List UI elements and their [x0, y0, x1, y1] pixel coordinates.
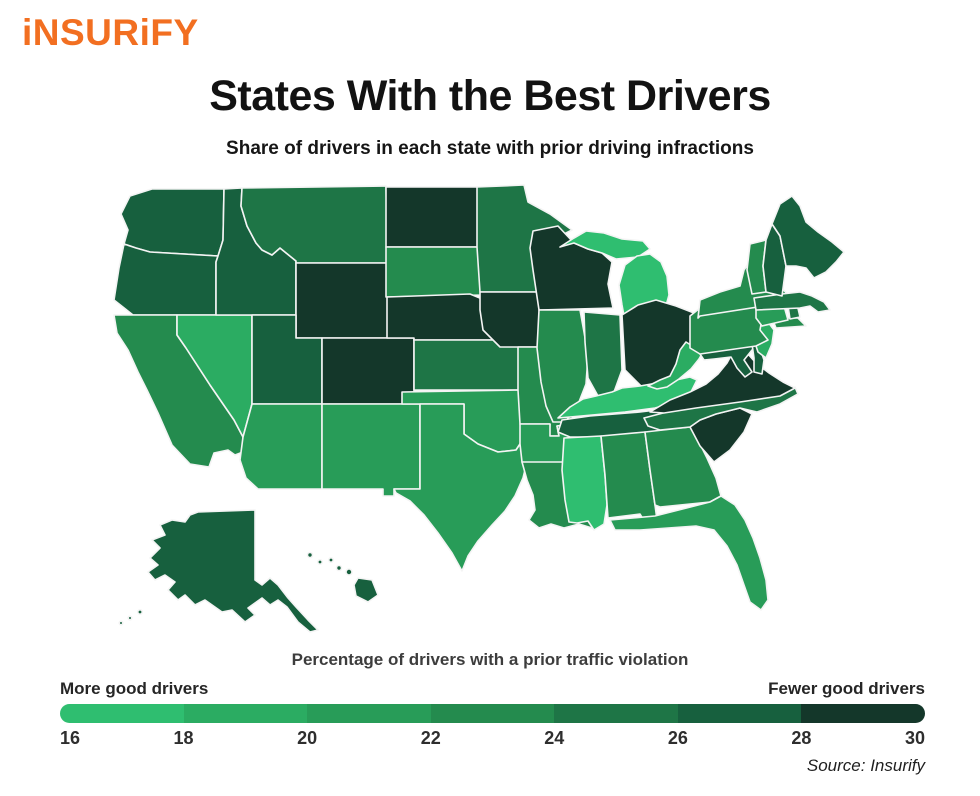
- state-mi: Michigan — 17%: [559, 230, 651, 260]
- state-hi-island: [327, 556, 334, 563]
- state-nm: New Mexico — 21%: [321, 403, 421, 497]
- colorbar-tick-20: 20: [297, 728, 318, 748]
- state-ak-island: [127, 615, 133, 621]
- state-hi: Hawaii — 27%: [353, 577, 379, 603]
- colorbar-segment-3: [430, 704, 555, 723]
- state-hi-island: [316, 558, 323, 565]
- state-ak-island: [137, 608, 144, 615]
- state-in: Indiana — 25%: [583, 311, 623, 397]
- state-ak: Alaska — 27%: [147, 509, 319, 633]
- colorbar-tick-22: 22: [420, 728, 441, 748]
- state-hi-island: [306, 551, 314, 559]
- state-co: Colorado — 29%: [321, 337, 415, 405]
- colorbar-segment-1: [183, 704, 308, 723]
- state-tx: Texas — 21%: [393, 403, 529, 572]
- colorbar-tick-24: 24: [544, 728, 565, 748]
- more-good-drivers-label: More good drivers: [60, 679, 209, 698]
- state-hi-island: [335, 564, 343, 572]
- colorbar-title: Percentage of drivers with a prior traff…: [291, 650, 689, 669]
- state-az: Arizona — 21%: [239, 403, 323, 490]
- state-ma: Massachusetts — 25%: [753, 291, 831, 313]
- colorbar-tick-28: 28: [791, 728, 812, 748]
- colorbar-tick-16: 16: [60, 728, 81, 748]
- colorbar-tick-18: 18: [173, 728, 194, 748]
- colorbar-segment-2: [307, 704, 431, 723]
- fewer-good-drivers-label: Fewer good drivers: [768, 679, 925, 698]
- state-me: Maine — 27%: [771, 195, 845, 279]
- colorbar: [60, 704, 925, 723]
- state-or: Oregon — 27%: [113, 243, 219, 316]
- insurify-logo: iNSURiFY: [22, 12, 199, 53]
- colorbar-segment-4: [554, 704, 678, 723]
- colorbar-segment-6: [801, 704, 925, 723]
- colorbar-tick-30: 30: [904, 728, 925, 748]
- page-title: States With the Best Drivers: [209, 72, 771, 120]
- state-ak-island: [118, 620, 124, 626]
- colorbar-endpoint-labels: More good drivers Fewer good drivers: [60, 679, 925, 699]
- page-subtitle: Share of drivers in each state with prio…: [226, 138, 754, 159]
- state-fl: Florida — 21%: [609, 495, 769, 611]
- state-wy: Wyoming — 29%: [295, 262, 389, 339]
- state-nd: North Dakota — 29%: [385, 186, 481, 248]
- colorbar-ticks: 16 18 20 22 24 26 28 30: [60, 728, 925, 750]
- colorbar-segment-0: [60, 704, 184, 723]
- colorbar-segment-5: [677, 704, 802, 723]
- state-sd: South Dakota — 23%: [385, 246, 485, 298]
- colorbar-tick-26: 26: [667, 728, 688, 748]
- source-credit: Source: Insurify: [806, 756, 925, 775]
- state-wa: Washington — 27%: [120, 188, 225, 257]
- state-ms: Mississippi — 17%: [561, 435, 608, 531]
- state-hi-island: [345, 568, 353, 576]
